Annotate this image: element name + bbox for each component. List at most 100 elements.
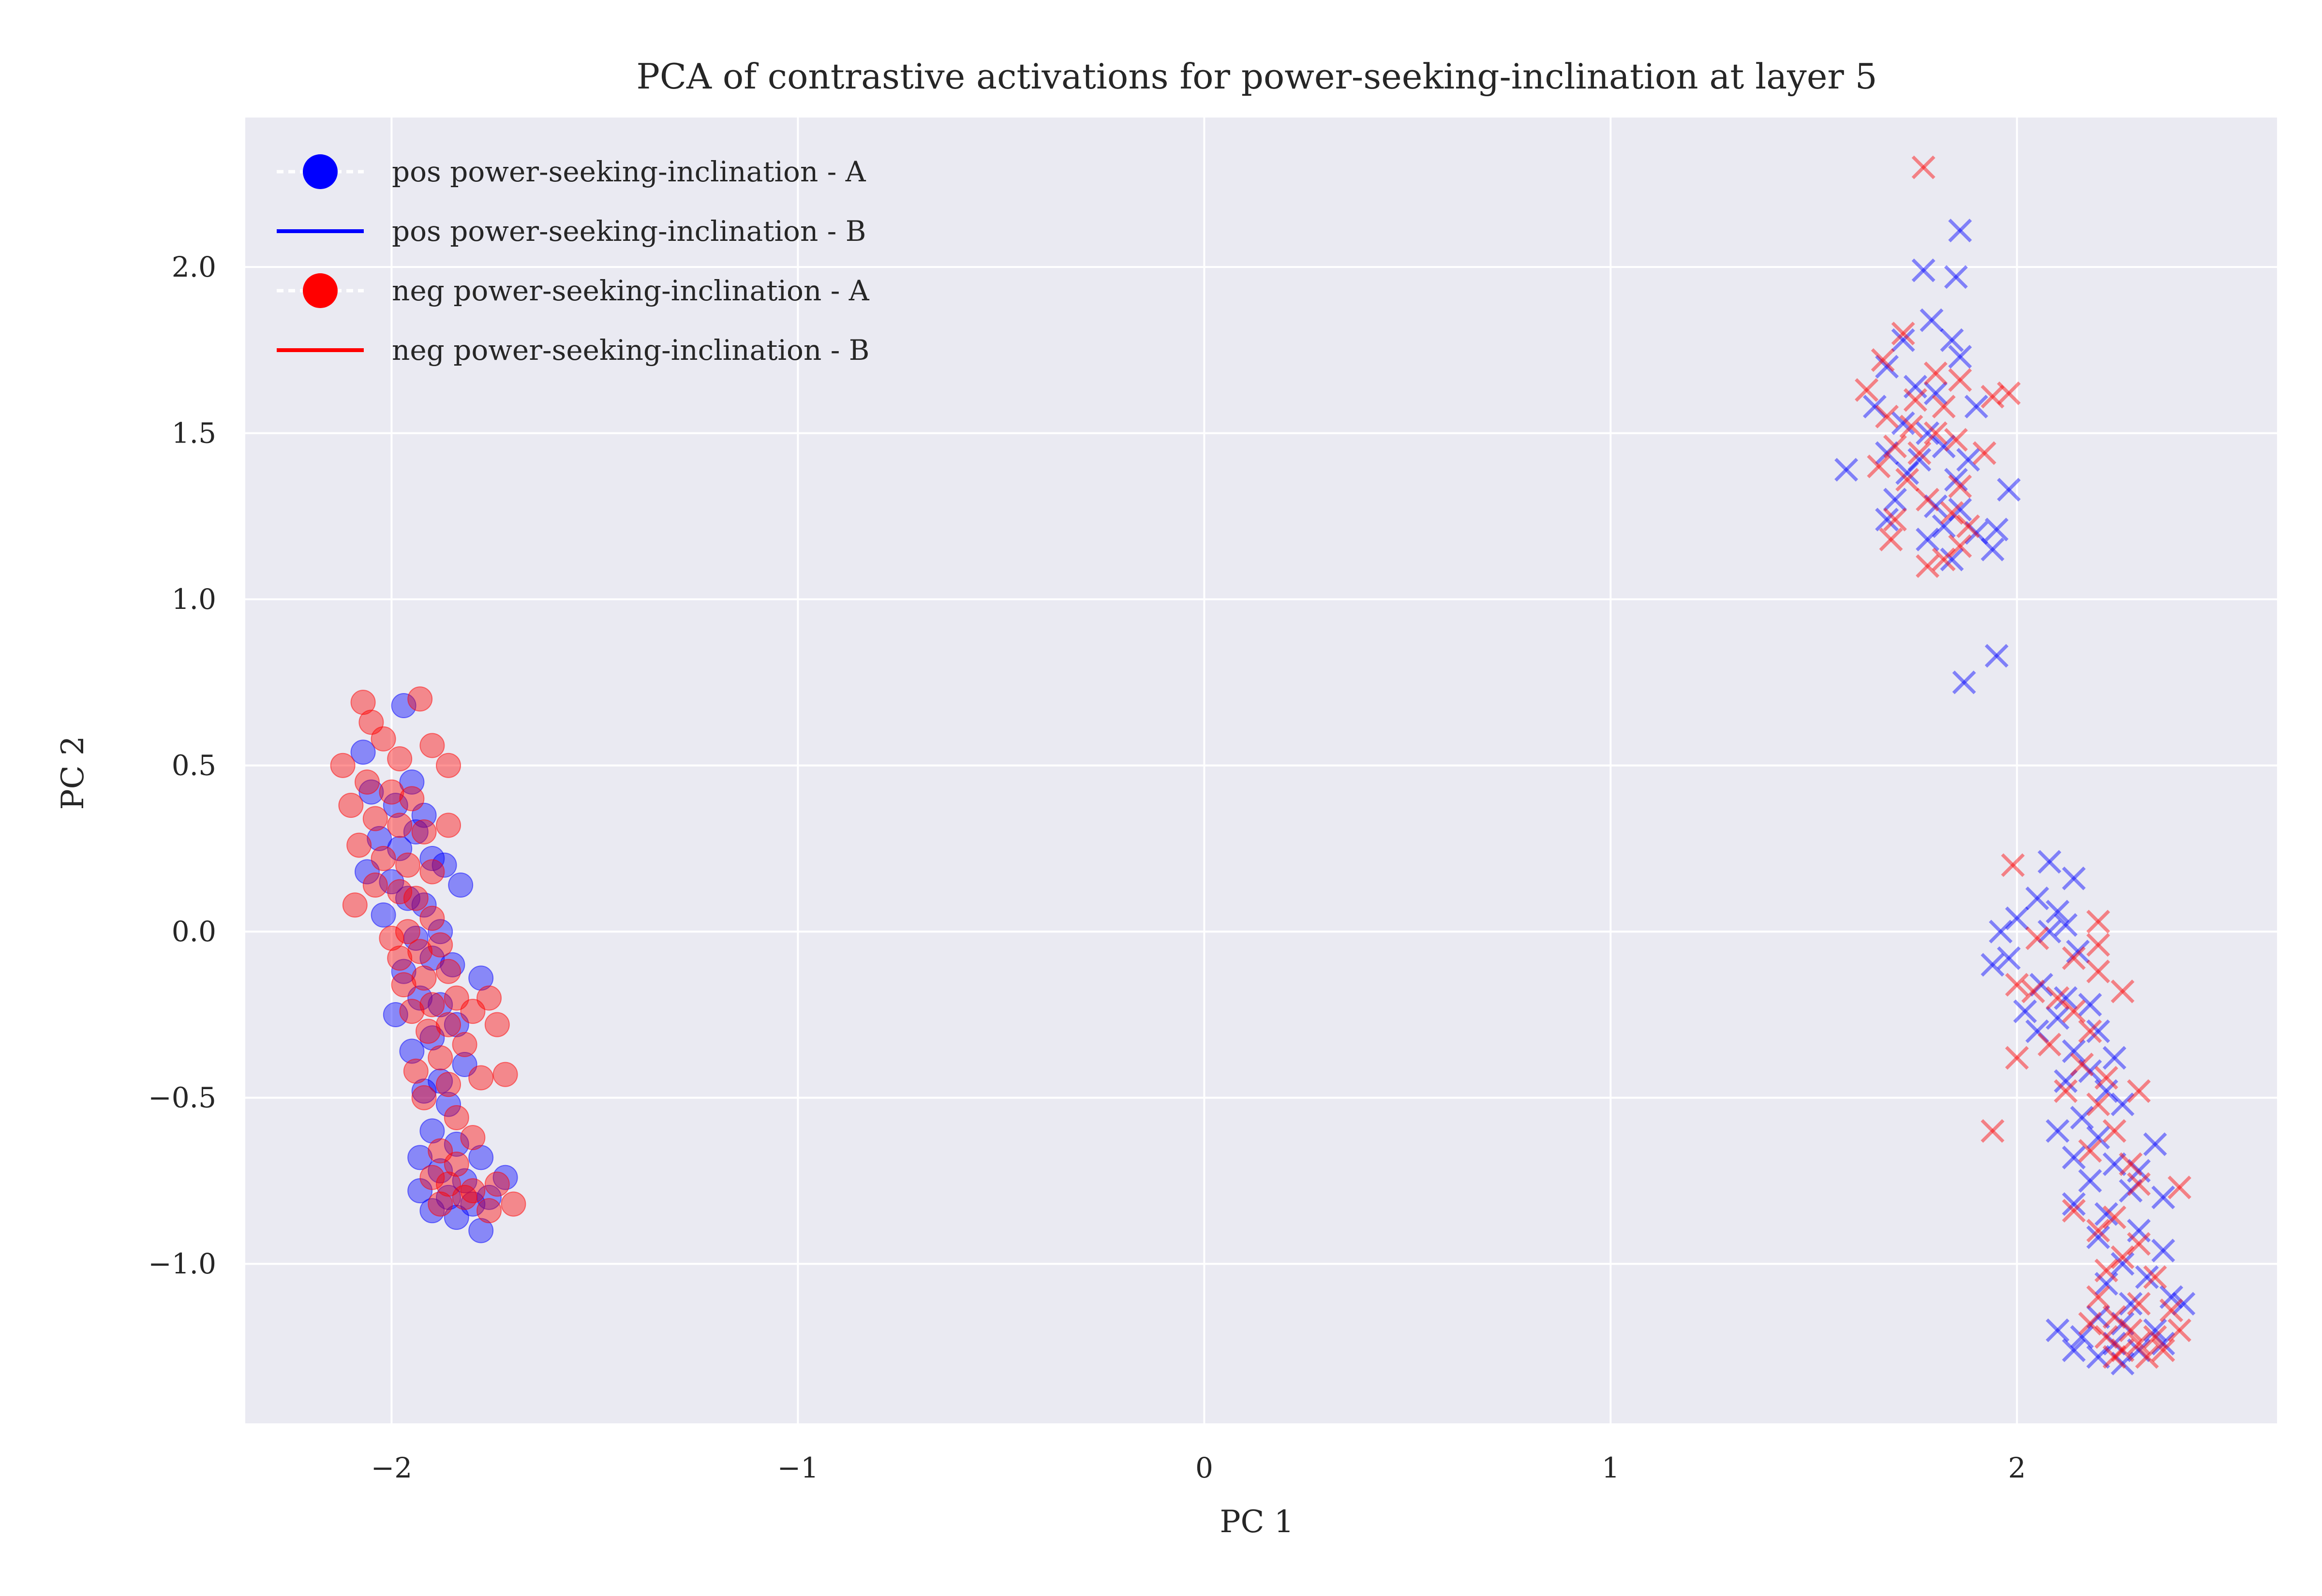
- pos-b-point: [2070, 1106, 2094, 1130]
- legend-swatch-circle: [303, 273, 338, 308]
- pos-b-point: [1907, 448, 1932, 472]
- neg-a-point: [362, 806, 388, 831]
- neg-a-point: [460, 1125, 486, 1151]
- pos-b-point: [2045, 1318, 2069, 1343]
- pos-b-point: [2094, 1271, 2118, 1296]
- neg-b-point: [1948, 534, 1972, 558]
- pos-b-point: [2062, 1145, 2086, 1169]
- pos-b-point: [1980, 953, 2005, 977]
- pos-b-point: [2151, 1331, 2175, 1356]
- x-tick-label: 2: [2008, 1451, 2026, 1484]
- pos-a-point: [403, 819, 429, 845]
- neg-b-point: [2143, 1325, 2167, 1349]
- neg-b-point: [2045, 986, 2069, 1010]
- pos-b-point: [2086, 1019, 2110, 1043]
- neg-a-point: [460, 1178, 486, 1204]
- pos-b-point: [1984, 644, 2009, 668]
- pos-b-point: [1964, 521, 1988, 545]
- neg-b-point: [2127, 1331, 2151, 1356]
- neg-b-point: [1867, 454, 1891, 478]
- pos-a-point: [371, 902, 396, 928]
- neg-b-point: [1891, 322, 1915, 346]
- pos-b-point: [1891, 328, 1915, 352]
- pos-b-point: [2151, 1185, 2175, 1210]
- neg-a-point: [379, 925, 404, 951]
- neg-b-point: [2086, 1219, 2110, 1243]
- pos-a-point: [440, 952, 465, 977]
- pos-b-point: [2102, 1046, 2127, 1070]
- pos-a-point: [419, 846, 445, 872]
- neg-b-point: [2135, 1345, 2159, 1369]
- pos-b-point: [2029, 973, 2054, 997]
- x-axis-ticks: −2 −1 0 1 2: [371, 1451, 2026, 1484]
- pos-a-point: [432, 852, 457, 878]
- neg-b-point: [2111, 1338, 2135, 1362]
- pos-a-point: [428, 992, 453, 1018]
- neg-b-point: [2111, 1245, 2135, 1269]
- neg-a-point: [468, 1065, 494, 1091]
- neg-b-point: [2025, 926, 2049, 950]
- neg-b-point: [1855, 378, 1879, 402]
- pos-b-point: [2038, 850, 2062, 874]
- pos-b-point: [1875, 441, 1899, 465]
- neg-b-point: [1944, 428, 1968, 452]
- neg-b-point: [1875, 404, 1899, 429]
- pos-b-point: [2062, 1338, 2086, 1362]
- neg-b-point: [1871, 348, 1895, 372]
- neg-b-point: [2021, 979, 2045, 1004]
- neg-b-point: [2001, 853, 2025, 877]
- pos-b-point: [2038, 919, 2062, 944]
- pos-a-point: [399, 1038, 425, 1064]
- neg-b-point: [2143, 1265, 2167, 1289]
- x-tick-label: −1: [777, 1451, 819, 1484]
- pos-b-point: [1948, 219, 1972, 243]
- neg-b-point: [1972, 441, 1996, 465]
- pos-b-point: [1964, 395, 1988, 419]
- neg-a-point: [399, 786, 425, 812]
- pos-b-point: [2172, 1292, 2196, 1316]
- neg-a-point: [419, 733, 445, 758]
- pos-b-point: [2045, 1006, 2069, 1030]
- pos-a-point: [428, 919, 453, 945]
- neg-b-point: [1932, 547, 1956, 572]
- pos-b-point: [2102, 1152, 2127, 1176]
- pos-b-point: [2127, 1338, 2151, 1362]
- pos-b-point: [1916, 421, 1940, 445]
- neg-b-point: [1932, 395, 1956, 419]
- pos-b-point: [1940, 547, 1964, 572]
- neg-b-point: [1940, 501, 1964, 525]
- neg-b-point: [2127, 1232, 2151, 1256]
- neg-a-point: [419, 992, 445, 1018]
- pos-b-point: [2054, 986, 2078, 1010]
- pos-a-point: [492, 1165, 518, 1190]
- pos-a-point: [419, 1198, 445, 1224]
- neg-a-point: [403, 886, 429, 911]
- pos-a-point: [350, 739, 376, 765]
- x-axis-label: PC 1: [1220, 1504, 1294, 1540]
- legend-entry: neg power-seeking-inclination - A: [277, 273, 870, 308]
- x-marker-points-layer: [1834, 155, 2196, 1375]
- pos-b-point: [2078, 992, 2102, 1017]
- pos-b-point: [1895, 461, 1920, 485]
- pos-b-point: [1952, 670, 1976, 695]
- neg-a-point: [452, 1032, 477, 1057]
- pos-b-point: [2066, 939, 2090, 963]
- neg-a-point: [419, 859, 445, 885]
- pos-b-point: [2111, 1252, 2135, 1276]
- neg-a-point: [428, 932, 453, 958]
- pos-b-point: [1944, 468, 1968, 492]
- neg-a-point: [387, 946, 413, 971]
- plot-area: [245, 118, 2277, 1423]
- neg-a-point: [338, 793, 364, 818]
- pos-a-point: [379, 869, 404, 895]
- neg-a-point: [444, 1152, 469, 1177]
- pos-b-point: [2119, 1292, 2143, 1316]
- pos-b-point: [2086, 1225, 2110, 1249]
- neg-b-point: [1883, 507, 1907, 532]
- pos-b-point: [1989, 919, 2013, 944]
- pos-b-point: [1891, 411, 1915, 435]
- legend-label: pos power-seeking-inclination - B: [392, 215, 866, 248]
- neg-b-point: [2062, 999, 2086, 1023]
- pos-b-point: [2135, 1265, 2159, 1289]
